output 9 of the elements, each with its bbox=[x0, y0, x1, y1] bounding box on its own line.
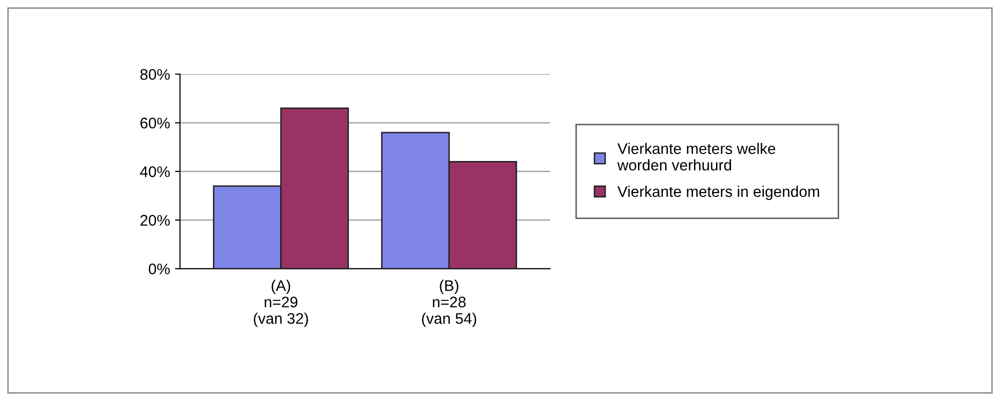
x-tick-label: (B) n=28 (van 54) bbox=[422, 280, 476, 327]
y-tick-label: 80% bbox=[140, 69, 170, 80]
y-tick-label: 60% bbox=[140, 118, 170, 128]
y-tick-label: 0% bbox=[148, 264, 170, 274]
y-tick-label: 20% bbox=[140, 214, 170, 226]
legend-label: Vierkante meters welke worden verhuurd bbox=[617, 142, 776, 171]
legend-label: Vierkante meters in eigendom bbox=[617, 186, 820, 200]
x-tick-label: (A) n=29 (van 32) bbox=[254, 280, 308, 327]
y-tick-label: 40% bbox=[140, 166, 170, 178]
